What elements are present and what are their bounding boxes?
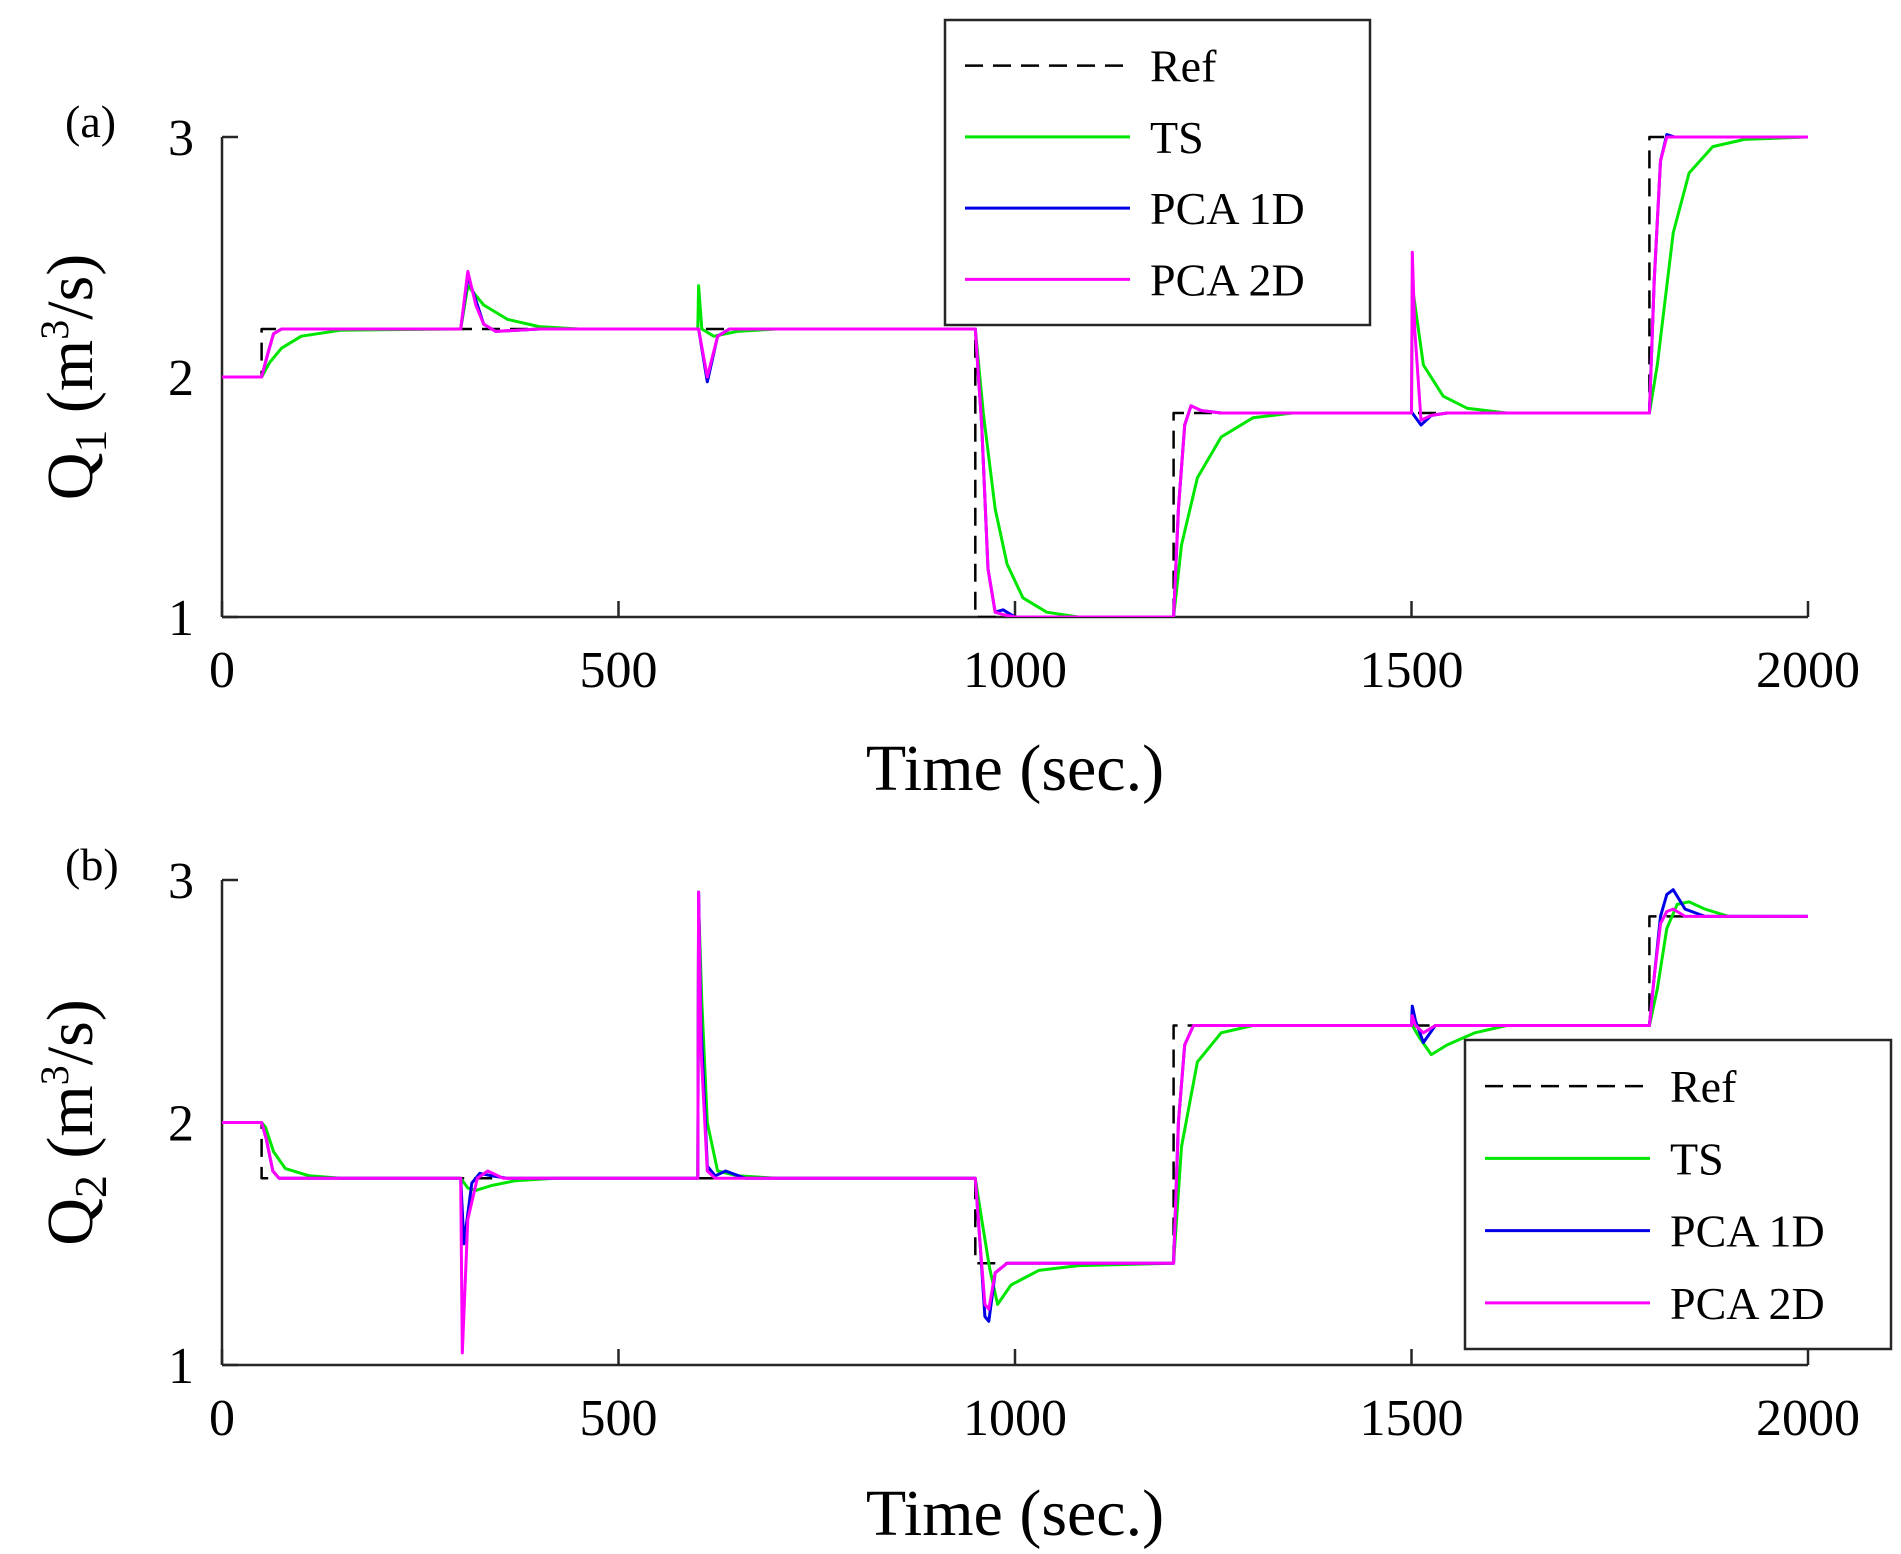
y-tick-label: 1	[168, 590, 194, 647]
x-axis-label: Time (sec.)	[866, 732, 1164, 805]
panel-label: (b)	[65, 839, 119, 890]
legend-box	[1463, 1038, 1893, 1351]
y-axis-label: Q2 (m3/s)	[32, 999, 116, 1246]
series-line-pca-2d	[222, 135, 1808, 617]
legend-label: PCA 1D	[1670, 1206, 1825, 1257]
legend-label: TS	[1670, 1133, 1724, 1184]
legend: Ref TS PCA 1D PCA 2D	[943, 18, 1372, 327]
series-group	[222, 133, 1808, 617]
y-tick-label: 3	[168, 110, 194, 167]
x-tick-label: 2000	[1756, 1390, 1860, 1447]
series-group	[222, 888, 1808, 1355]
legend-label: PCA 2D	[1670, 1278, 1825, 1329]
legend-label: Ref	[1150, 41, 1217, 92]
series-line-pca-2d	[222, 890, 1808, 1355]
y-axis-label-var: Q	[34, 1198, 107, 1246]
legend-label: TS	[1150, 112, 1204, 163]
x-axis-label: Time (sec.)	[866, 1477, 1164, 1550]
x-tick-label: 2000	[1756, 642, 1860, 699]
x-tick-label: 0	[209, 642, 235, 699]
x-tick-label: 0	[209, 1390, 235, 1447]
y-axis-label-superscript: 3	[32, 1065, 77, 1085]
y-tick-label: 1	[168, 1338, 194, 1395]
legend-label: Ref	[1670, 1061, 1737, 1112]
x-tick-label: 500	[580, 642, 658, 699]
legend-label: PCA 1D	[1150, 183, 1305, 234]
panel-label: (a)	[65, 96, 116, 147]
legend-box	[943, 18, 1372, 327]
y-axis-label-unit: (m	[34, 340, 107, 430]
legend-label: PCA 2D	[1150, 254, 1305, 305]
y-axis-label-superscript: 3	[32, 320, 77, 340]
y-tick-label: 2	[168, 1096, 194, 1153]
y-axis-label-subscript: 2	[65, 1175, 116, 1198]
x-tick-label: 1500	[1360, 642, 1464, 699]
x-tick-label: 1000	[963, 1390, 1067, 1447]
y-tick-label: 2	[168, 350, 194, 407]
legend: Ref TS PCA 1D PCA 2D	[1463, 1038, 1893, 1351]
y-axis-label-unit-close: /s)	[34, 999, 107, 1065]
y-axis-label-var: Q	[34, 453, 107, 501]
y-axis-label: Q1 (m3/s)	[32, 254, 116, 501]
x-tick-label: 1500	[1360, 1390, 1464, 1447]
x-tick-label: 500	[580, 1390, 658, 1447]
y-tick-label: 3	[168, 853, 194, 910]
y-axis-label-unit: (m	[34, 1085, 107, 1175]
x-tick-label: 1000	[963, 642, 1067, 699]
y-axis-label-subscript: 1	[65, 430, 116, 453]
y-axis-label-unit-close: /s)	[34, 254, 107, 320]
